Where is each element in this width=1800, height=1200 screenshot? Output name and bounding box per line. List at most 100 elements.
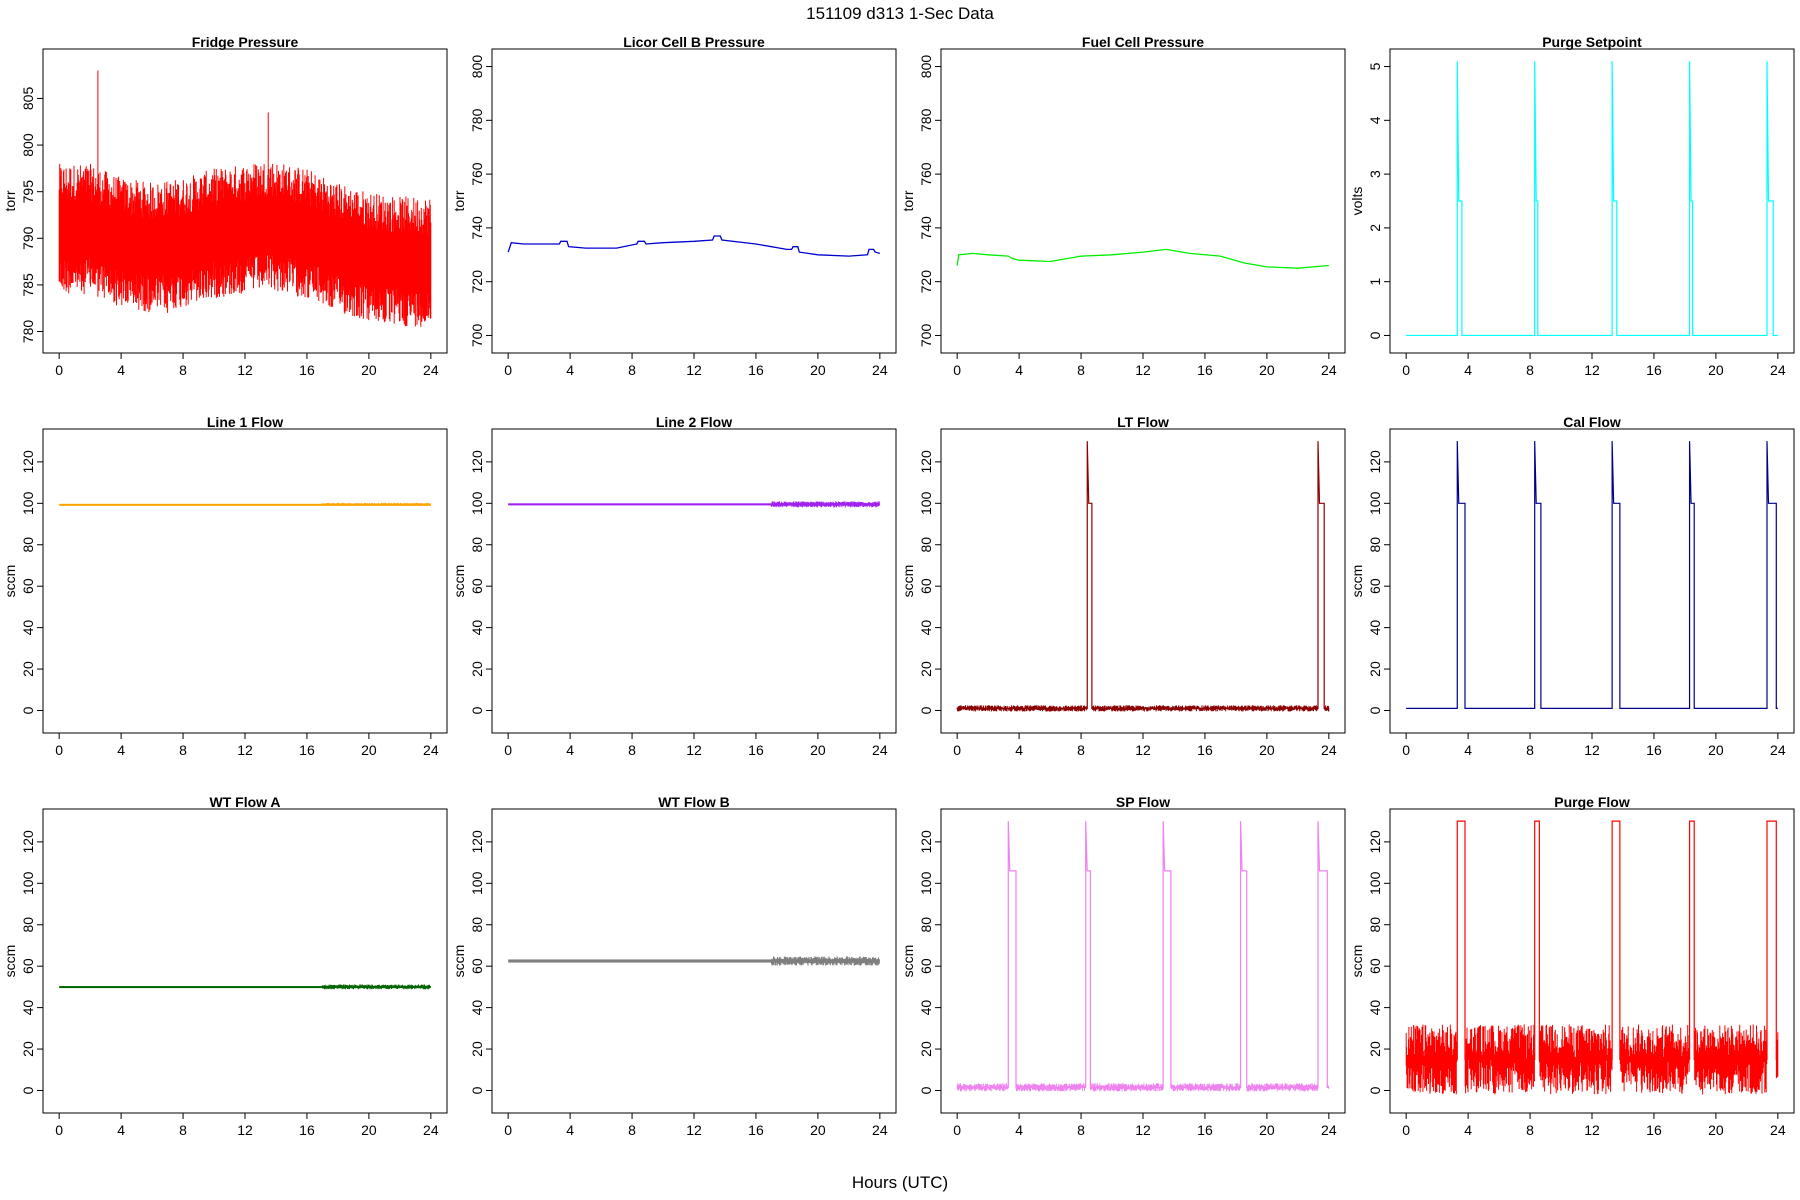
x-tick-label: 20 [810,1122,826,1138]
series-11 [956,821,1330,1092]
x-tick-label: 24 [1321,362,1337,378]
y-tick-label: 780 [918,108,934,132]
y-tick-label: 760 [918,162,934,186]
series-pulses [957,441,1329,710]
series-12 [1405,820,1779,1095]
y-axis-label: torr [451,190,467,211]
panel-5: Line 1 Flow sccm 0 4 8 12 16 20 24 0 20 40 60 80 100 12… [2,414,448,758]
series-10 [508,956,880,966]
series-baseline [1405,1024,1779,1095]
panel-7: LT Flow sccm 0 4 8 12 16 20 24 0 20 40 60 80 100 120 [900,414,1346,758]
panel-title: Cal Flow [1563,414,1621,430]
y-tick-label: 60 [20,958,36,974]
panel-12: Purge Flow sccm 0 4 8 12 16 20 24 0 20 40 60 80 100 120 [1349,794,1795,1138]
y-tick-label: 720 [469,270,485,294]
series-pulses [1406,61,1778,337]
y-tick-label: 795 [20,180,36,204]
series-7 [956,441,1330,712]
y-axis-label: volts [1349,187,1365,216]
x-tick-label: 4 [1015,1122,1023,1138]
x-tick-label: 8 [179,362,187,378]
x-tick-label: 12 [1584,742,1600,758]
x-tick-label: 8 [628,1122,636,1138]
x-tick-label: 20 [361,742,377,758]
y-tick-label: 760 [469,162,485,186]
y-tick-label: 120 [469,830,485,854]
x-tick-label: 4 [1015,362,1023,378]
y-tick-label: 100 [20,871,36,895]
plot-frame [42,428,448,734]
x-tick-label: 20 [1708,1122,1724,1138]
x-tick-label: 4 [566,742,574,758]
x-tick-label: 16 [748,362,764,378]
x-tick-label: 20 [361,1122,377,1138]
y-tick-label: 100 [918,871,934,895]
series-2 [507,235,880,257]
panel-title: WT Flow B [658,794,730,810]
y-tick-label: 80 [469,537,485,553]
y-axis-label: sccm [900,565,916,598]
y-tick-label: 40 [469,620,485,636]
series-noise [321,502,431,506]
y-tick-label: 120 [918,450,934,474]
x-tick-label: 12 [1135,1122,1151,1138]
y-tick-label: 780 [469,108,485,132]
plot-frame [1389,48,1795,354]
x-tick-label: 0 [55,1122,63,1138]
x-tick-label: 24 [872,1122,888,1138]
y-tick-label: 40 [918,1000,934,1016]
y-axis-label: sccm [900,945,916,978]
y-axis-label: sccm [1349,945,1365,978]
panel-title: Fuel Cell Pressure [1082,34,1204,50]
plot-frame [940,48,1346,354]
panel-title: WT Flow A [209,794,280,810]
y-tick-label: 800 [918,55,934,79]
panel-6: Line 2 Flow sccm 0 4 8 12 16 20 24 0 20 40 60 80 100 12… [451,414,897,758]
y-tick-label: 60 [20,578,36,594]
x-tick-label: 24 [1321,1122,1337,1138]
series-1 [58,70,432,327]
y-tick-label: 20 [469,1041,485,1057]
x-tick-label: 12 [237,362,253,378]
panel-10: WT Flow B sccm 0 4 8 12 16 20 24 0 20 40 60 80 100 120 [451,794,897,1138]
series-band [58,163,432,327]
x-tick-label: 20 [810,362,826,378]
series-line [508,503,880,506]
y-axis-label: sccm [1349,565,1365,598]
y-tick-label: 40 [918,620,934,636]
x-tick-label: 16 [1646,1122,1662,1138]
x-tick-label: 12 [1584,362,1600,378]
x-tick-label: 0 [504,1122,512,1138]
y-tick-label: 20 [918,661,934,677]
x-tick-label: 0 [953,1122,961,1138]
x-tick-label: 8 [179,742,187,758]
x-tick-label: 8 [628,742,636,758]
x-tick-label: 4 [117,1122,125,1138]
y-tick-label: 120 [1367,450,1383,474]
y-tick-label: 0 [918,1086,934,1094]
y-tick-label: 60 [918,958,934,974]
x-tick-label: 8 [1077,362,1085,378]
x-tick-label: 16 [1197,1122,1213,1138]
y-axis-label: torr [2,190,18,211]
y-tick-label: 700 [918,324,934,348]
y-tick-label: 60 [918,578,934,594]
x-tick-label: 12 [686,742,702,758]
x-tick-label: 0 [1402,362,1410,378]
y-tick-label: 790 [20,226,36,250]
y-tick-label: 40 [1367,620,1383,636]
x-tick-label: 24 [1770,362,1786,378]
x-tick-label: 24 [423,1122,439,1138]
series-3 [956,248,1329,269]
x-tick-label: 0 [1402,1122,1410,1138]
y-tick-label: 40 [469,1000,485,1016]
y-tick-label: 100 [20,491,36,515]
y-tick-label: 0 [1367,331,1383,339]
x-tick-label: 12 [1584,1122,1600,1138]
y-tick-label: 120 [918,830,934,854]
y-tick-label: 100 [918,491,934,515]
plot-frame [42,808,448,1114]
y-tick-label: 0 [20,1086,36,1094]
y-axis-label: sccm [2,565,18,598]
